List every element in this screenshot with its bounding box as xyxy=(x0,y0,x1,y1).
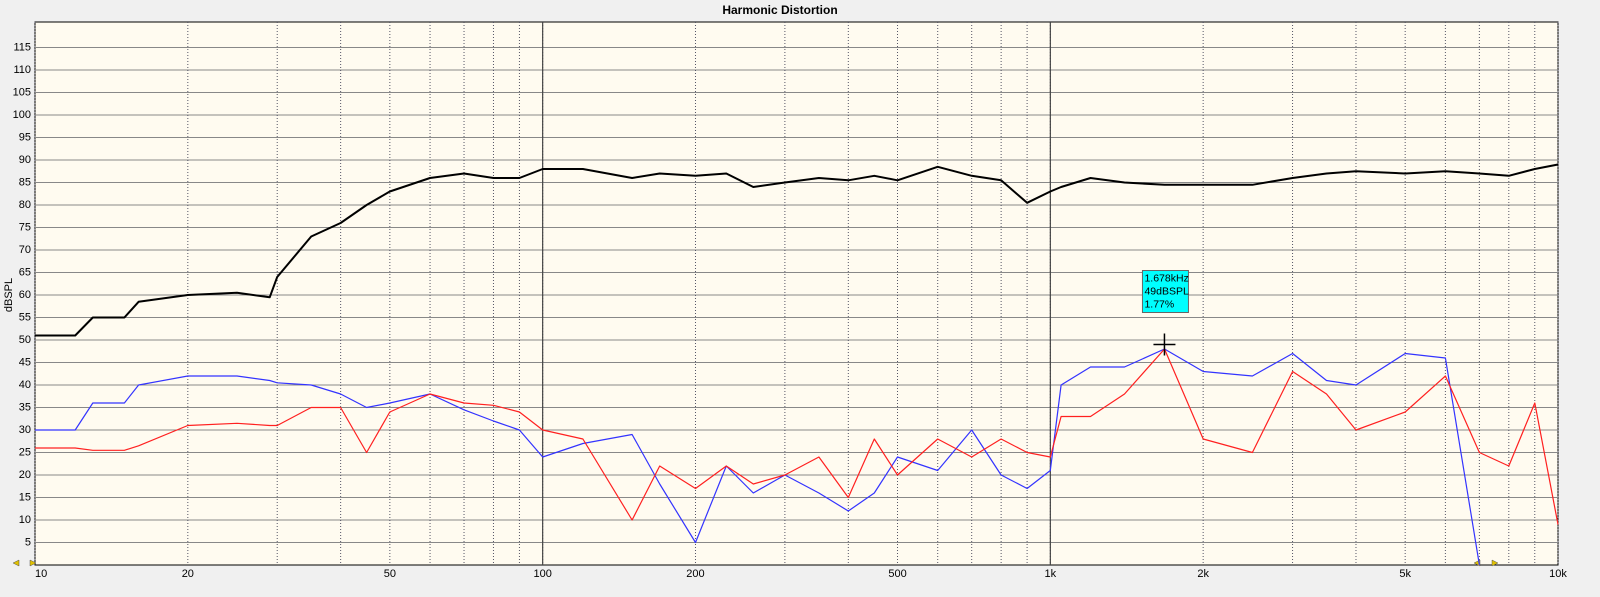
series-line xyxy=(35,348,1559,525)
y-tick-label: 70 xyxy=(19,244,31,256)
x-tick-label: 200 xyxy=(686,568,704,580)
x-tick-label: 10k xyxy=(1549,568,1567,580)
y-axis-label: dBSPL xyxy=(3,278,15,312)
plot-area xyxy=(34,21,1559,566)
x-tick-label: 50 xyxy=(384,568,396,580)
x-tick-label: 5k xyxy=(1399,568,1411,580)
tooltip-text: 1.678kHz xyxy=(1144,272,1188,284)
grid xyxy=(34,22,1559,565)
tooltip-text: 49dBSPL xyxy=(1144,285,1189,297)
y-tick-label: 60 xyxy=(19,289,31,301)
y-tick-label: 65 xyxy=(19,266,31,278)
tooltip-box xyxy=(1141,270,1189,313)
y-tick-label: 55 xyxy=(19,311,31,323)
series-line xyxy=(35,163,1559,337)
x-tick-label: 1k xyxy=(1045,568,1057,580)
y-tick-label: 5 xyxy=(25,536,31,548)
y-tick-label: 50 xyxy=(19,334,31,346)
x-tick-label: 20 xyxy=(182,568,194,580)
tooltip-text: 1.77% xyxy=(1144,298,1174,310)
y-tick-label: 20 xyxy=(19,469,31,481)
chart-title: Harmonic Distortion xyxy=(722,3,837,17)
x-tick-label: 2k xyxy=(1197,568,1209,580)
y-tick-label: 95 xyxy=(19,131,31,143)
y-tick-label: 10 xyxy=(19,514,31,526)
y-tick-label: 80 xyxy=(19,199,31,211)
y-tick-label: 35 xyxy=(19,401,31,413)
y-tick-label: 30 xyxy=(19,424,31,436)
y-tick-label: 85 xyxy=(19,176,31,188)
y-tick-label: 40 xyxy=(19,379,31,391)
y-tick-label: 25 xyxy=(19,446,31,458)
y-tick-label: 100 xyxy=(13,109,31,121)
y-tick-label: 110 xyxy=(13,64,31,76)
y-tick-label: 105 xyxy=(13,86,31,98)
x-tick-label: 100 xyxy=(533,568,551,580)
y-tick-label: 75 xyxy=(19,221,31,233)
x-tick-label: 10 xyxy=(35,568,47,580)
x-tick-label: 500 xyxy=(888,568,906,580)
nav-left[interactable] xyxy=(12,559,37,567)
y-tick-label: 115 xyxy=(13,41,31,53)
y-tick-label: 90 xyxy=(19,154,31,166)
y-tick-label: 45 xyxy=(19,356,31,368)
y-tick-label: 15 xyxy=(19,491,31,503)
series-line xyxy=(35,348,1480,566)
